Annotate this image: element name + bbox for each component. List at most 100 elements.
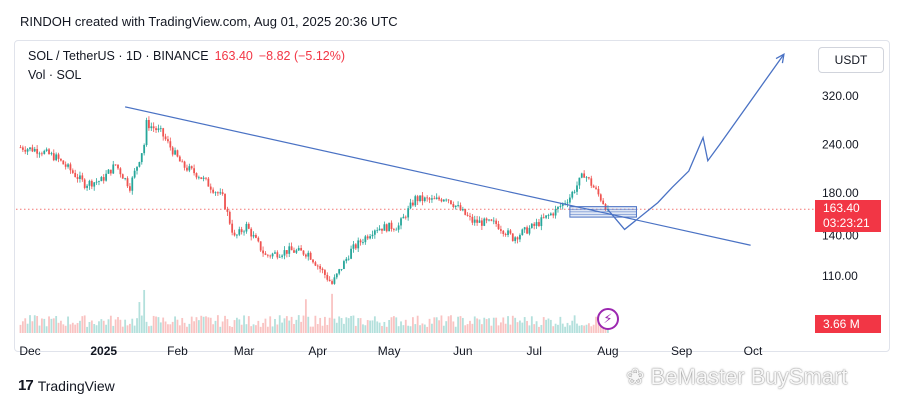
- candle-body: [109, 169, 112, 174]
- lightning-icon[interactable]: ⚡: [597, 308, 619, 330]
- volume-bar: [176, 319, 179, 333]
- candle-body: [343, 261, 345, 269]
- candle-body: [76, 177, 79, 180]
- volume-bar: [269, 316, 272, 333]
- candle-body: [300, 248, 303, 251]
- volume-legend[interactable]: Vol · SOL: [28, 68, 82, 82]
- volume-bar: [564, 326, 567, 333]
- candle-body: [435, 197, 438, 200]
- candle-body: [131, 177, 134, 191]
- candle-body: [461, 209, 464, 211]
- candle-body: [214, 192, 217, 194]
- volume-bar: [19, 324, 22, 333]
- candle-body: [64, 164, 67, 167]
- candle-body: [333, 277, 336, 284]
- volume-bar: [559, 316, 562, 333]
- volume-bar: [480, 324, 483, 333]
- candle-body: [459, 205, 462, 211]
- candle-body: [366, 236, 369, 239]
- symbol-legend[interactable]: SOL / TetherUS · 1D · BINANCE 163.40 −8.82…: [28, 49, 345, 63]
- volume-bar: [533, 324, 536, 333]
- candle-body: [138, 162, 141, 167]
- candle-body: [257, 237, 260, 242]
- candle-body: [314, 262, 317, 266]
- volume-tag: 3.66 M: [815, 315, 881, 333]
- candle-body: [57, 154, 60, 159]
- volume-bar: [190, 316, 193, 333]
- volume-bar: [521, 322, 524, 333]
- volume-bar: [366, 320, 369, 333]
- candle-body: [183, 161, 186, 168]
- price-tag-countdown: 03:23:21: [823, 216, 870, 230]
- volume-bar: [100, 319, 103, 333]
- volume-bar: [290, 316, 293, 333]
- volume-bar: [404, 319, 407, 333]
- volume-bar: [483, 317, 486, 333]
- candle-body: [205, 177, 207, 179]
- x-tick-label: Apr: [308, 344, 327, 358]
- candle-body: [571, 191, 574, 198]
- candle-body: [74, 172, 77, 178]
- candle-body: [36, 148, 39, 154]
- volume-bar: [57, 322, 60, 333]
- candle-body: [226, 209, 229, 212]
- volume-bar: [561, 323, 564, 333]
- volume-bar: [445, 321, 448, 333]
- volume-bar: [590, 326, 593, 333]
- volume-bar: [83, 315, 86, 333]
- candle-body: [523, 227, 526, 230]
- candle-body: [402, 216, 405, 219]
- candle-body: [38, 153, 41, 155]
- candle-body: [264, 253, 267, 255]
- volume-bar: [469, 320, 471, 333]
- tradingview-logo[interactable]: 17 TradingView: [18, 377, 115, 394]
- candle-body: [102, 177, 105, 181]
- candle-body: [488, 219, 490, 221]
- candle-body: [359, 240, 362, 243]
- candle-body: [29, 147, 31, 150]
- volume-bar: [509, 324, 512, 333]
- currency-button[interactable]: USDT: [818, 47, 884, 73]
- candle-body: [345, 258, 348, 262]
- volume-bar: [592, 324, 595, 333]
- volume-bar: [545, 319, 547, 333]
- volume-bar: [383, 321, 386, 333]
- volume-bar: [145, 321, 148, 333]
- volume-bar: [583, 325, 586, 333]
- candle-body: [48, 149, 50, 155]
- volume-bar: [466, 324, 469, 333]
- volume-bar: [143, 289, 146, 333]
- volume-bar: [428, 318, 431, 333]
- volume-bar: [352, 315, 355, 333]
- candle-body: [597, 188, 600, 195]
- volume-bar: [188, 323, 191, 333]
- candle-body: [450, 200, 452, 205]
- volume-bar: [390, 317, 393, 333]
- candle-body: [240, 229, 243, 233]
- volume-bar: [202, 316, 205, 333]
- candle-body: [545, 215, 547, 218]
- candle-body: [31, 147, 34, 152]
- candle-body: [409, 202, 412, 209]
- volume-bar: [312, 326, 314, 333]
- candle-body: [302, 250, 305, 255]
- candle-body: [347, 258, 350, 260]
- candle-body: [547, 215, 550, 216]
- candle-body: [557, 206, 559, 209]
- volume-bar: [362, 324, 364, 333]
- candle-body: [533, 223, 536, 226]
- candle-body: [143, 145, 146, 154]
- candle-body: [564, 203, 567, 204]
- candle-body: [83, 179, 86, 188]
- candle-body: [445, 199, 448, 201]
- volume-bar: [395, 317, 398, 333]
- volume-bar: [79, 320, 81, 333]
- candle-body: [26, 149, 29, 152]
- volume-bar: [174, 316, 176, 333]
- volume-bar: [492, 317, 495, 333]
- candle-body: [364, 236, 367, 243]
- candle-body: [278, 256, 281, 258]
- volume-bar: [397, 326, 400, 333]
- candle-body: [507, 230, 509, 235]
